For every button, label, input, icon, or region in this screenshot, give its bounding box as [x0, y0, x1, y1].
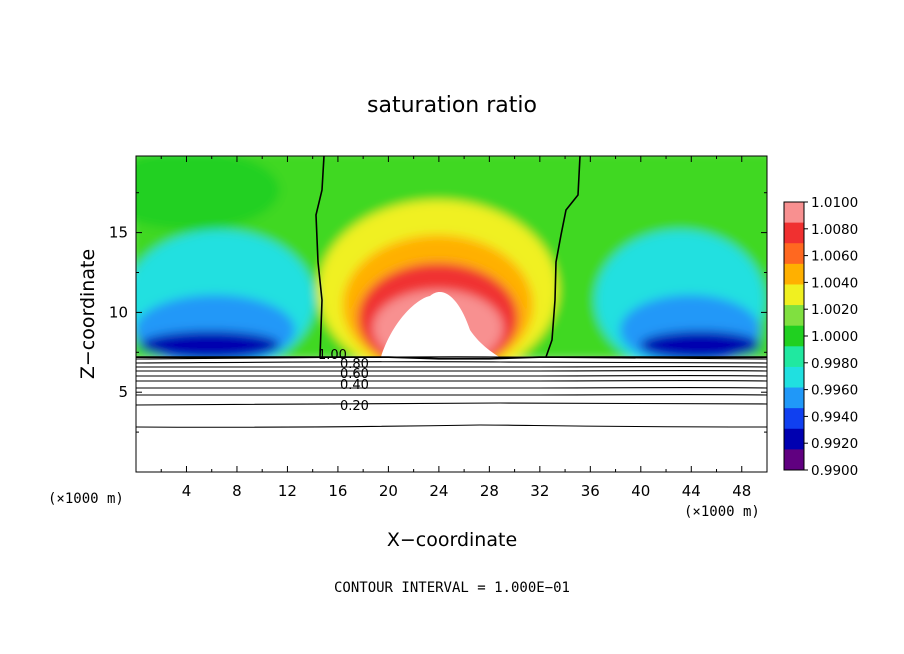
x-tick-label: 16	[328, 482, 347, 500]
colorbar-label: 1.0100	[811, 195, 858, 211]
colorbar-label: 0.9920	[811, 436, 858, 452]
colorbar-label: 1.0080	[811, 222, 858, 238]
colorbar-label: 1.0040	[811, 275, 858, 291]
x-tick-label: 48	[732, 482, 751, 500]
contour-label: 0.60	[340, 367, 369, 382]
colorbar-label: 1.0020	[811, 302, 858, 318]
x-tick-label: 8	[232, 482, 242, 500]
chart-title: saturation ratio	[367, 93, 537, 118]
field-right-darkblue	[640, 331, 760, 359]
contour-line	[136, 424, 767, 428]
colorbar-swatch	[784, 202, 804, 224]
contour-labels: 1.00 0.80 0.60 0.40 0.20	[318, 348, 369, 414]
contour-line	[136, 361, 767, 364]
y-tick-label: 15	[109, 224, 128, 242]
terrain-mask	[136, 358, 767, 472]
colorbar-swatch	[784, 449, 804, 471]
x-tick-label: 36	[581, 482, 600, 500]
series-line	[136, 356, 767, 360]
contour-label: 1.00	[318, 348, 347, 363]
colorbar-swatch	[784, 387, 804, 409]
contour-label: 0.40	[340, 378, 369, 393]
colorbar-swatch	[784, 366, 804, 389]
colorbar-swatch	[784, 243, 804, 265]
colorbar-swatch	[784, 222, 804, 244]
x-unit-left: (×1000 m)	[48, 491, 124, 507]
y-tick-label: 10	[109, 303, 128, 321]
colorbar-label: 1.0060	[811, 249, 858, 265]
supersaturated-region	[380, 291, 505, 360]
plot-area: 1.00 0.80 0.60 0.40 0.20	[136, 156, 767, 472]
field-left-darkblue	[140, 331, 280, 359]
contour-line	[136, 402, 767, 406]
colorbar-swatch	[784, 263, 804, 285]
contour-label: 0.80	[340, 357, 369, 372]
colorbar-swatch	[784, 305, 804, 327]
contour-line-left	[315, 156, 325, 358]
x-tick-label: 40	[631, 482, 650, 500]
colorbar-swatch	[784, 408, 804, 430]
contour-interval-note: CONTOUR INTERVAL = 1.000E−01	[334, 580, 570, 596]
x-tick-label: 20	[379, 482, 398, 500]
y-tick-label: 5	[118, 383, 128, 401]
contour-label: 0.20	[340, 399, 369, 414]
y-axis: 5 10 15	[109, 192, 767, 433]
colorbar-label: 1.0000	[811, 329, 858, 345]
plot-frame	[135, 155, 768, 473]
field-upper-left-green	[136, 156, 280, 230]
x-tick-label: 24	[429, 482, 448, 500]
colorbar-label: 0.9960	[811, 383, 858, 399]
x-tick-label: 28	[480, 482, 499, 500]
x-tick-label: 4	[182, 482, 192, 500]
colorbar-swatch	[784, 325, 804, 347]
colorbar-swatch	[784, 284, 804, 306]
x-tick-label: 44	[682, 482, 701, 500]
y-axis-label: Z−coordinate	[77, 249, 99, 379]
x-axis: 4 8 12 16 20 24 28 32 36 40 44 48	[160, 156, 751, 500]
colorbar-label: 0.9900	[811, 463, 858, 479]
contour-line-right	[545, 156, 581, 358]
colorbar-label: 0.9940	[811, 409, 858, 425]
x-tick-label: 12	[278, 482, 297, 500]
x-unit-right: (×1000 m)	[684, 504, 760, 520]
colorbar-swatch	[784, 428, 804, 450]
colorbar: 1.0100 1.0080 1.0060 1.0040 1.0020 1.0000 0.99…	[783, 195, 858, 479]
colorbar-label: 0.9980	[811, 356, 858, 372]
colorbar-swatch	[784, 346, 804, 368]
x-tick-label: 32	[530, 482, 549, 500]
x-axis-label: X−coordinate	[387, 529, 517, 551]
